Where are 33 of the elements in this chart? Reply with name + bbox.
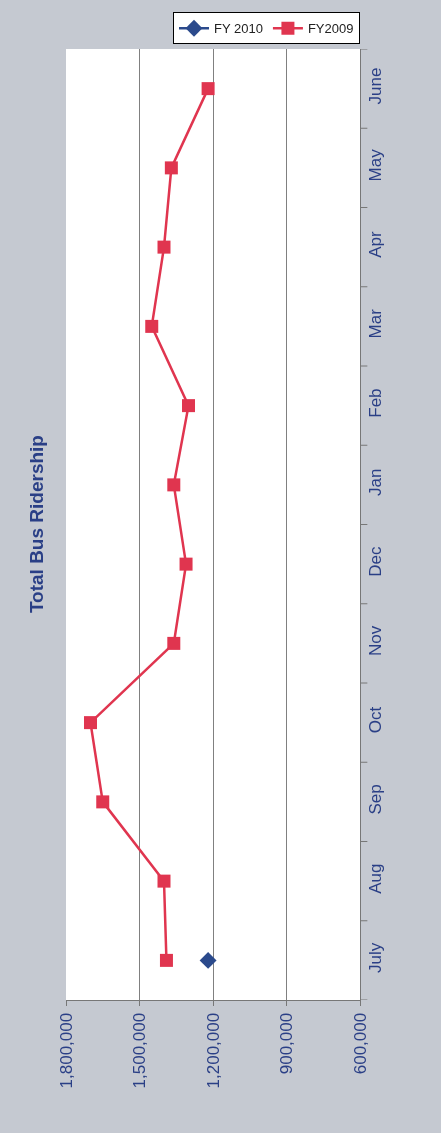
point — [96, 795, 110, 809]
y-tick-label: Dec — [366, 545, 386, 577]
point — [201, 82, 215, 96]
point — [167, 636, 181, 650]
point — [164, 161, 178, 175]
y-tick-label: Aug — [366, 863, 386, 894]
y-tick-label: Feb — [366, 388, 386, 418]
point — [179, 557, 193, 571]
x-tick-label: 1,500,000 — [130, 1012, 150, 1089]
x-tick-label: 1,800,000 — [56, 1012, 76, 1089]
point — [145, 319, 159, 333]
x-tick-label: 900,000 — [277, 1012, 297, 1075]
point — [182, 399, 195, 413]
y-tick-label: Mar — [366, 308, 386, 339]
point — [167, 478, 181, 492]
y-tick-label: July — [366, 942, 386, 973]
point — [84, 716, 97, 730]
x-tick-label: 600,000 — [350, 1012, 370, 1075]
point — [199, 951, 217, 969]
y-tick-label: June — [366, 67, 386, 105]
y-tick-label: Sep — [366, 784, 386, 815]
legend-label: FY2009 — [307, 21, 354, 37]
y-tick-label: May — [366, 148, 386, 182]
point — [159, 953, 173, 967]
y-tick-label: Nov — [366, 625, 386, 656]
point — [157, 240, 171, 254]
y-tick-label: Jan — [366, 468, 386, 497]
legend-label: FY 2010 — [214, 21, 263, 37]
y-tick-label: Oct — [366, 706, 386, 734]
point — [157, 874, 171, 888]
y-tick-label: Apr — [366, 231, 386, 258]
x-tick-label: 1,200,000 — [203, 1012, 223, 1089]
text: Total Bus Ridership — [26, 435, 48, 614]
